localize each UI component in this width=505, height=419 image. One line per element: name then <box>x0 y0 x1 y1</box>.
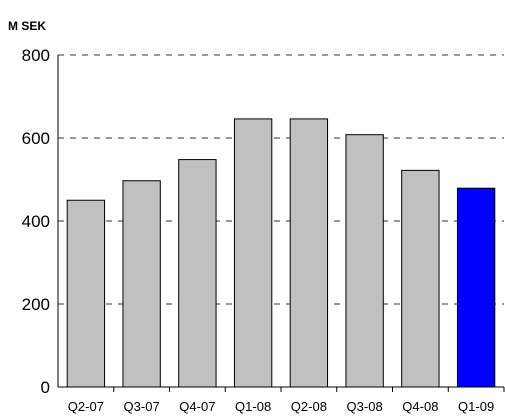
x-tick-label: Q4-08 <box>402 399 438 414</box>
x-tick-label: Q1-08 <box>235 399 271 414</box>
y-tick-label: 600 <box>22 129 50 148</box>
bar <box>233 118 273 388</box>
bar <box>401 169 440 388</box>
bar <box>456 187 496 388</box>
bar <box>66 199 106 388</box>
bar <box>345 134 384 388</box>
bar <box>178 159 217 388</box>
y-tick-label: 800 <box>22 46 50 65</box>
y-tick-label: 200 <box>22 295 50 314</box>
x-tick-label: Q2-08 <box>291 399 327 414</box>
x-tick-label: Q1-09 <box>458 399 494 414</box>
x-tick-label: Q2-07 <box>68 399 104 414</box>
x-tick-label: Q3-07 <box>124 399 160 414</box>
y-axis-ticks: 0 200 400 600 800 <box>22 46 50 397</box>
x-axis-ticks: Q2-07 Q3-07 Q4-07 Q1-08 Q2-08 Q3-08 Q4-08 Q1-09 <box>68 399 494 414</box>
bar <box>122 180 161 388</box>
x-tick-label: Q4-07 <box>179 399 215 414</box>
x-tick-label: Q3-08 <box>347 399 383 414</box>
bars <box>66 118 496 388</box>
unit-label: M SEK <box>8 19 46 33</box>
axes <box>57 55 505 392</box>
y-tick-label: 400 <box>22 212 50 231</box>
bar <box>289 118 329 388</box>
y-tick-label: 0 <box>41 378 50 397</box>
